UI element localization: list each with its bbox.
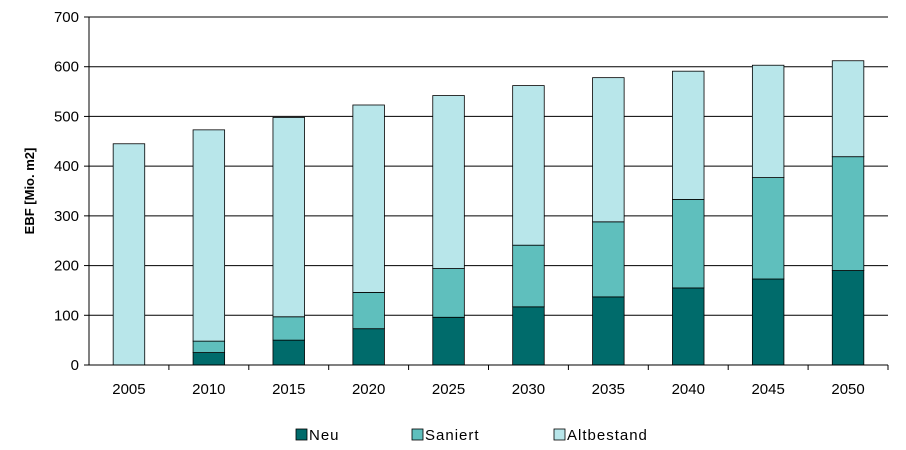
x-tick-label: 2035 xyxy=(592,381,625,398)
y-tick-label: 300 xyxy=(54,208,79,225)
bar-segment-altbestand-2050 xyxy=(831,60,865,158)
bars xyxy=(112,60,865,366)
y-tick-label: 200 xyxy=(54,258,79,275)
bar-segment-altbestand-2020 xyxy=(352,104,385,293)
bar-segment-neu-2020 xyxy=(352,328,385,366)
bar-segment-neu-2035 xyxy=(592,296,625,366)
legend-label-neu: Neu xyxy=(309,427,340,444)
y-tick-label: 100 xyxy=(54,307,79,324)
x-tick-label: 2020 xyxy=(352,381,385,398)
bar-segment-neu-2045 xyxy=(751,278,785,366)
bar-segment-altbestand-2035 xyxy=(592,77,625,223)
bar-segment-altbestand-2005 xyxy=(112,143,146,366)
legend-swatch-altbestand xyxy=(553,428,566,441)
bar-segment-saniert-2030 xyxy=(512,244,545,308)
bar-segment-saniert-2045 xyxy=(751,177,785,280)
legend-swatch-saniert xyxy=(411,428,424,441)
y-axis-label: EBF [Mio. m2] xyxy=(22,148,37,235)
x-tick-label: 2015 xyxy=(272,381,305,398)
x-tick-label: 2050 xyxy=(831,381,864,398)
bar-segment-altbestand-2015 xyxy=(272,117,305,318)
bar-segment-altbestand-2030 xyxy=(512,85,545,246)
bar-segment-neu-2015 xyxy=(272,339,305,366)
bar-segment-neu-2050 xyxy=(831,270,865,366)
bar-segment-altbestand-2010 xyxy=(192,129,226,342)
legend-label-altbestand: Altbestand xyxy=(567,427,648,444)
x-tick-label: 2030 xyxy=(512,381,545,398)
y-tick-label: 0 xyxy=(71,357,79,374)
bar-segment-neu-2010 xyxy=(192,352,226,366)
bar-segment-saniert-2010 xyxy=(192,340,226,353)
axes: 0 100 200 300 400 500 600 700 2005 2010 2015 2020 20… xyxy=(54,9,889,398)
y-tick-label: 600 xyxy=(54,59,79,76)
bar-segment-saniert-2035 xyxy=(592,221,625,298)
bar-segment-altbestand-2025 xyxy=(432,95,465,269)
bar-segment-saniert-2020 xyxy=(352,292,385,330)
bar-segment-saniert-2025 xyxy=(432,268,465,318)
y-tick-label: 500 xyxy=(54,108,79,125)
x-tick-label: 2040 xyxy=(672,381,705,398)
x-tick-label: 2010 xyxy=(192,381,225,398)
y-tick-label: 400 xyxy=(54,158,79,175)
bar-segment-neu-2040 xyxy=(672,287,705,366)
x-tick-label: 2025 xyxy=(432,381,465,398)
legend: Neu Saniert Altbestand xyxy=(295,427,648,444)
legend-label-saniert: Saniert xyxy=(425,427,480,444)
bar-segment-saniert-2050 xyxy=(831,156,865,271)
legend-swatch-neu xyxy=(295,428,308,441)
bar-segment-neu-2030 xyxy=(512,306,545,366)
x-tick-label: 2005 xyxy=(112,381,145,398)
bar-segment-altbestand-2040 xyxy=(672,70,705,200)
bar-segment-neu-2025 xyxy=(432,316,465,366)
bar-segment-altbestand-2045 xyxy=(751,64,785,178)
bar-segment-saniert-2015 xyxy=(272,316,305,341)
x-tick-label: 2045 xyxy=(751,381,784,398)
y-tick-label: 700 xyxy=(54,9,79,26)
bar-segment-saniert-2040 xyxy=(672,199,705,289)
